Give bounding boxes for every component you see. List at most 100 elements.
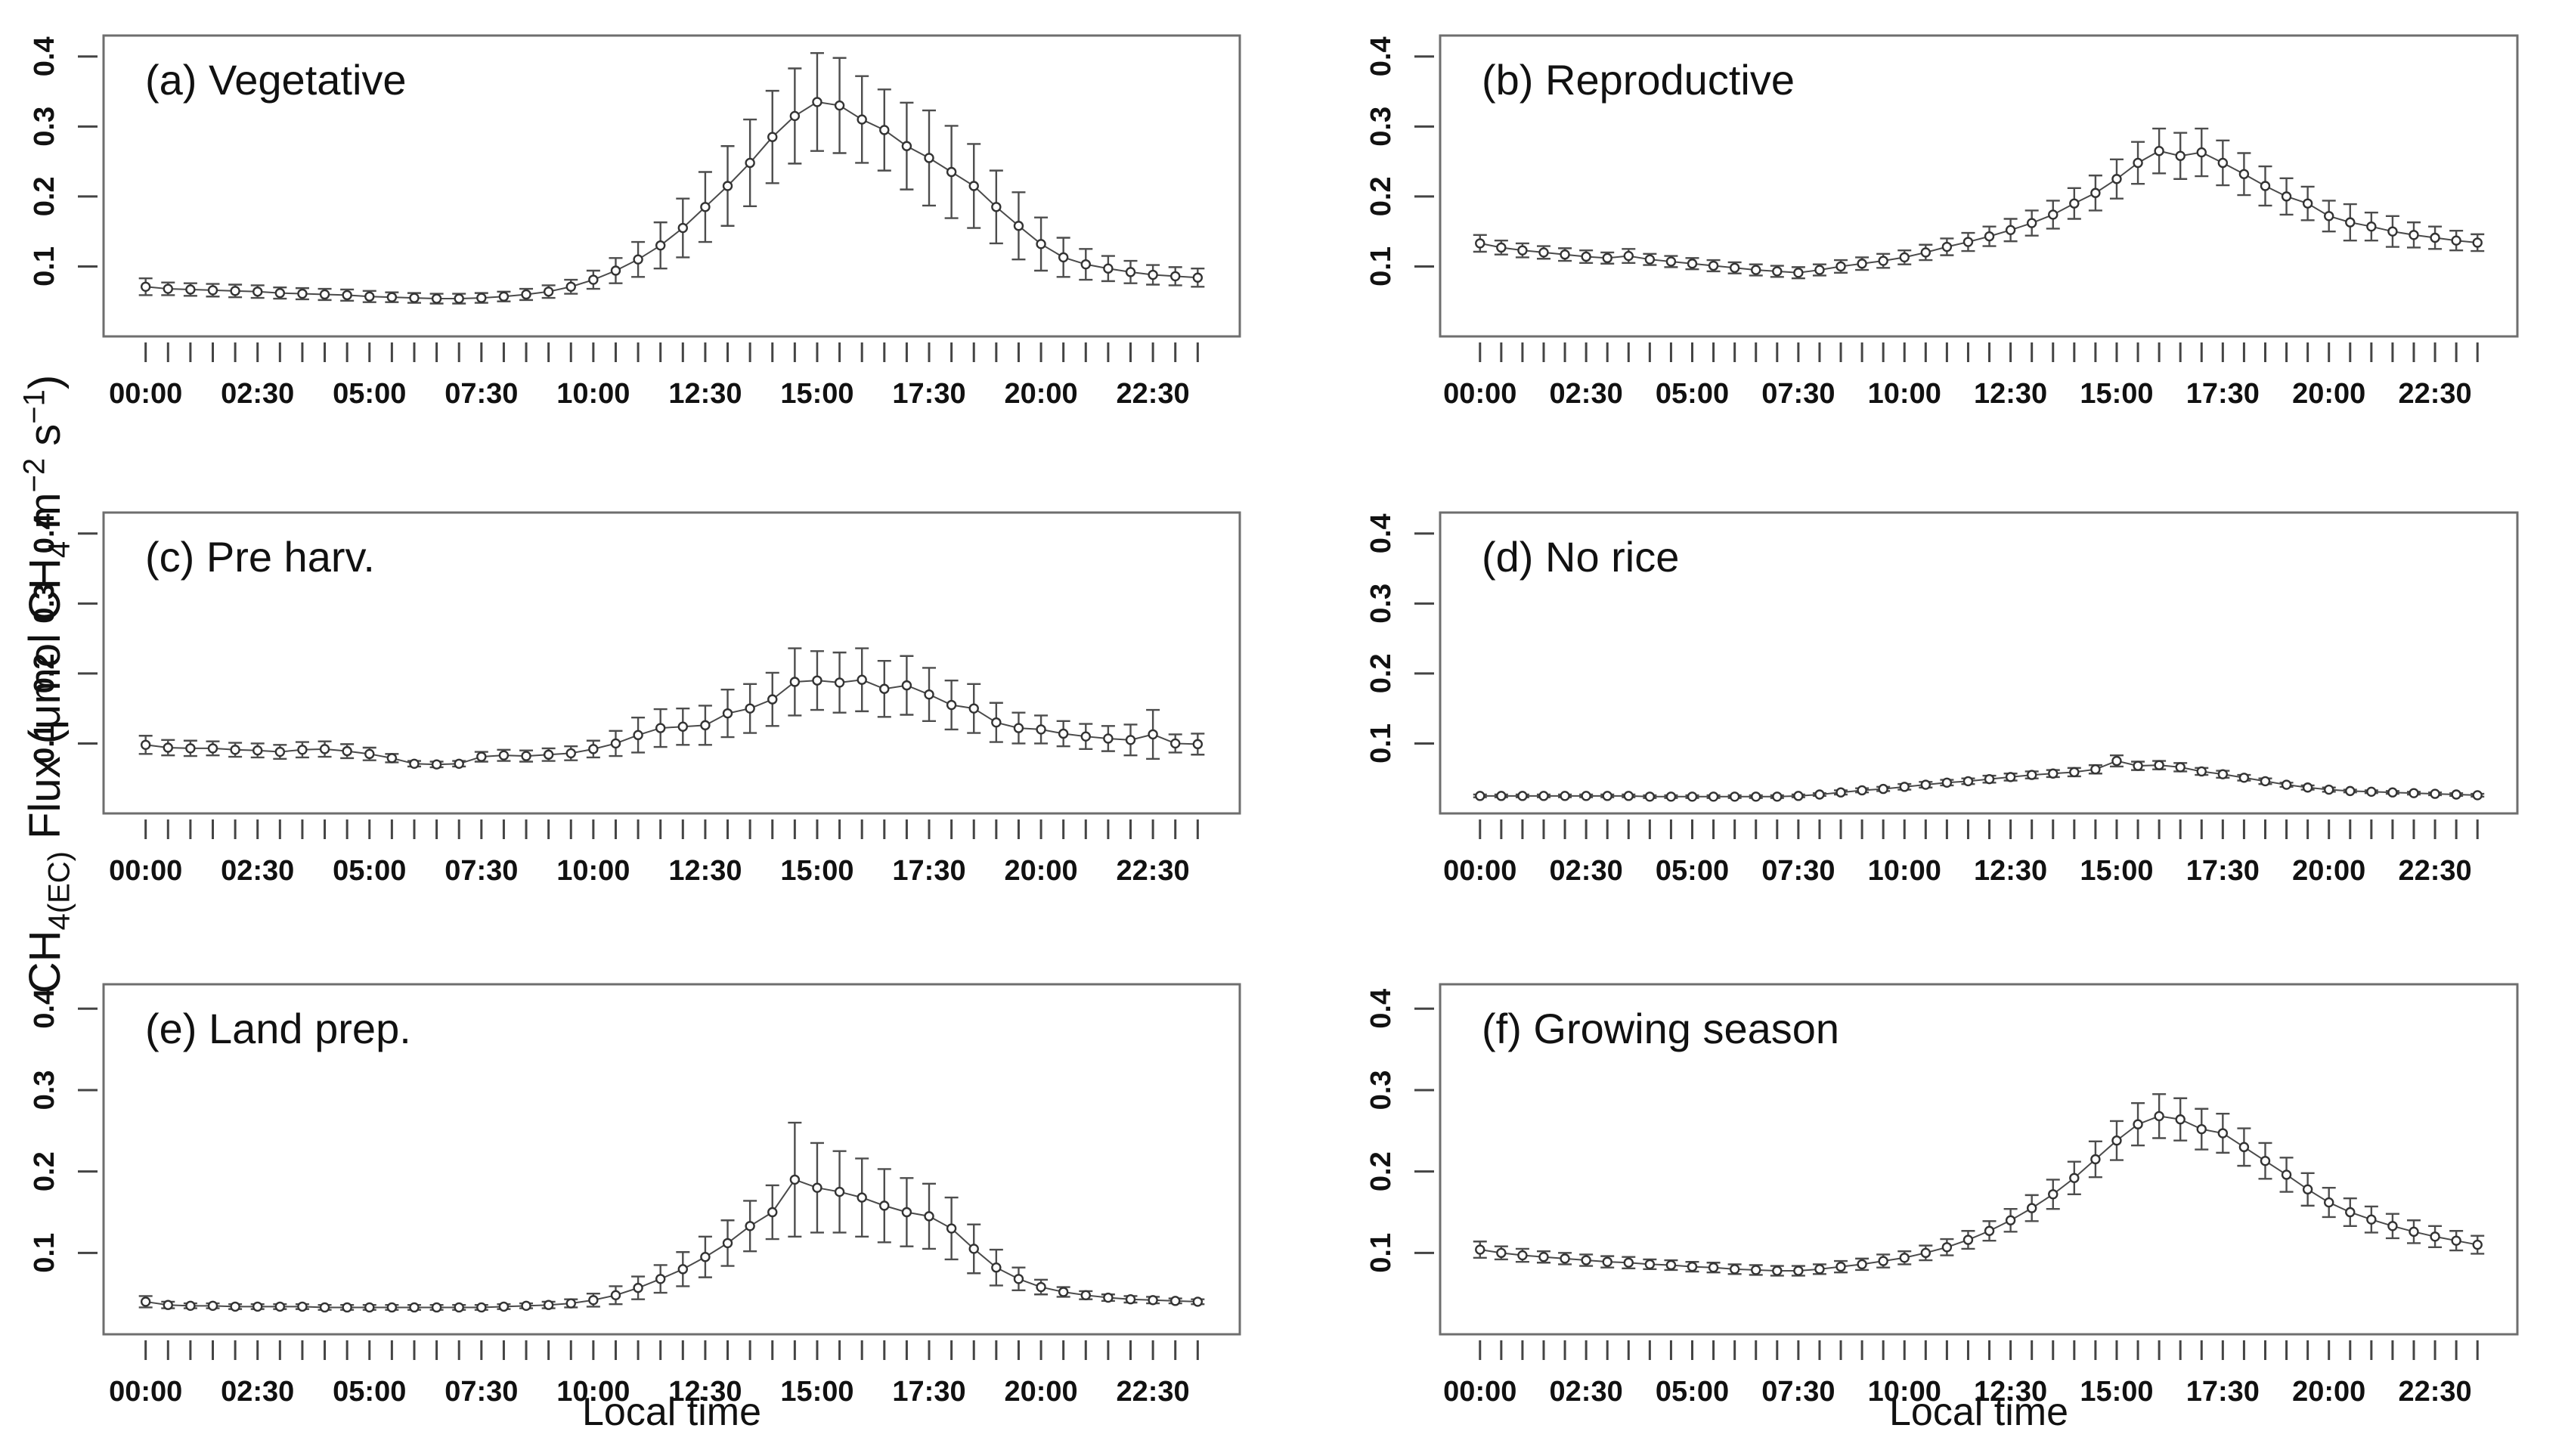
data-point	[2366, 1214, 2377, 1225]
x-tick-label: 12:30	[1974, 1376, 2047, 1408]
data-point	[297, 288, 308, 299]
data-point	[924, 1211, 934, 1222]
y-tick-label: 0.3	[29, 107, 60, 147]
data-point	[1538, 791, 1549, 801]
panel-d-markers	[1475, 755, 2483, 802]
data-point	[1920, 779, 1931, 790]
data-point	[610, 265, 621, 276]
y-tick-label: 0.4	[29, 513, 60, 553]
data-point	[565, 1298, 576, 1309]
data-point	[521, 751, 531, 761]
x-tick-label: 10:00	[556, 855, 630, 887]
data-point	[1793, 268, 1804, 278]
data-point	[968, 1244, 979, 1254]
panel-b-markers	[1475, 146, 2483, 278]
data-point	[1517, 791, 1528, 801]
data-point	[274, 287, 286, 299]
data-point	[2430, 788, 2440, 799]
panel-f-frame	[1439, 983, 2519, 1336]
data-point	[1560, 249, 1570, 260]
data-point	[1941, 241, 1953, 252]
data-point	[2175, 762, 2186, 773]
data-point	[1920, 247, 1931, 258]
data-point	[1058, 728, 1069, 739]
x-tick-label: 07:30	[1761, 378, 1835, 410]
x-tick-label: 02:30	[221, 1376, 294, 1408]
y-tick-label: 0.2	[1365, 1151, 1397, 1191]
y-tick-label: 0.2	[29, 653, 60, 693]
data-point	[454, 758, 464, 769]
x-tick-label: 00:00	[1443, 855, 1516, 887]
data-point	[2387, 226, 2398, 237]
data-point	[2090, 764, 2101, 775]
data-point	[1036, 1281, 1046, 1293]
data-point	[1814, 265, 1825, 275]
data-point	[991, 1262, 1002, 1273]
data-point	[2175, 150, 2186, 161]
data-point	[588, 1295, 599, 1306]
data-point	[2005, 772, 2016, 782]
y-axis-title-part: CH	[20, 930, 70, 994]
data-point	[1125, 735, 1136, 745]
data-point	[1665, 256, 1677, 267]
data-point	[2366, 221, 2377, 232]
data-point	[2387, 787, 2398, 798]
x-tick-label: 17:30	[892, 1376, 965, 1408]
data-point	[1687, 1261, 1698, 1272]
x-tick-label: 15:00	[780, 378, 853, 410]
panel-e-error-bars	[138, 1121, 1205, 1311]
data-point	[163, 742, 173, 753]
y-tick-label: 0.1	[1365, 246, 1397, 287]
y-tick-label: 0.1	[1365, 723, 1397, 764]
x-tick-label: 02:30	[1550, 855, 1623, 887]
data-point	[1920, 1247, 1931, 1259]
data-point	[230, 745, 240, 755]
data-point	[767, 1207, 778, 1218]
data-point	[1496, 242, 1507, 253]
data-point	[1581, 791, 1591, 801]
data-point	[2196, 766, 2207, 777]
data-point	[1080, 259, 1091, 270]
y-axis-title-part: s	[20, 423, 70, 458]
panel-d-frame	[1439, 511, 2519, 815]
data-point	[2133, 157, 2143, 169]
data-point	[2048, 209, 2059, 220]
data-point	[1560, 791, 1570, 801]
x-tick-label: 07:30	[445, 378, 518, 410]
data-point	[2302, 1184, 2313, 1195]
data-point	[1080, 1290, 1091, 1301]
data-point	[1496, 1247, 1507, 1259]
data-point	[2302, 782, 2313, 793]
data-point	[342, 1302, 352, 1313]
data-point	[2238, 1142, 2250, 1153]
data-point	[2387, 1221, 2398, 1231]
y-axis-title-part: −2	[17, 457, 51, 493]
data-point	[745, 157, 755, 169]
panel-f-title: (f) Growing season	[1482, 1005, 1839, 1052]
data-point	[297, 745, 308, 755]
data-point	[163, 283, 173, 294]
data-point	[207, 1300, 218, 1312]
data-point	[1708, 792, 1719, 802]
data-point	[2111, 755, 2122, 767]
data-point	[409, 293, 420, 303]
data-point	[789, 110, 801, 122]
x-tick-label: 10:00	[556, 1376, 630, 1408]
data-point	[230, 1301, 240, 1312]
x-tick-label: 02:30	[221, 378, 294, 410]
x-tick-label: 00:00	[109, 1376, 182, 1408]
data-point	[1170, 271, 1181, 282]
data-point	[409, 758, 420, 769]
data-point	[2260, 1155, 2271, 1166]
data-point	[1560, 1253, 1570, 1264]
data-point	[812, 675, 822, 686]
data-point	[1835, 1261, 1846, 1272]
data-point	[1962, 776, 1974, 787]
data-point	[140, 739, 151, 750]
y-tick-label: 0.2	[29, 1151, 60, 1191]
x-tick-label: 05:00	[1656, 1376, 1729, 1408]
panel-a-series-line	[145, 101, 1198, 300]
data-point	[1984, 773, 1995, 785]
data-point	[476, 293, 487, 303]
